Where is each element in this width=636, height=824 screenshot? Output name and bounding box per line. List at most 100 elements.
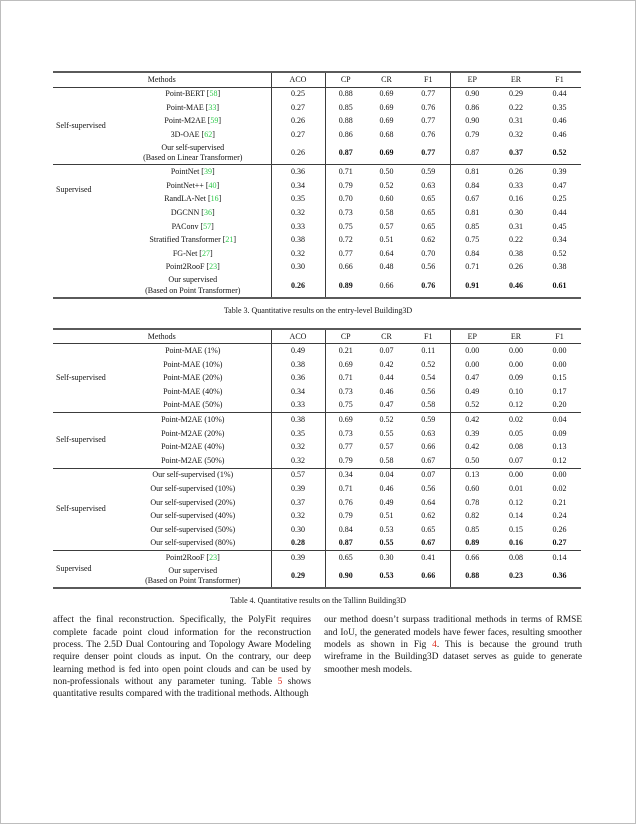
column-header: CR: [381, 332, 392, 342]
value-cell: 0.58: [379, 208, 394, 218]
column-header: F1: [555, 332, 564, 342]
column-header: EP: [449, 72, 494, 87]
value-cell: 0.38: [270, 357, 325, 372]
value-cell: 0.46: [552, 130, 567, 140]
value-cell: 0.32: [509, 130, 523, 140]
value-cell: 0.61: [552, 280, 567, 290]
body-column-left: affect the final reconstruction. Specifi…: [53, 614, 311, 700]
value-cell: 0.56: [421, 484, 436, 494]
value-cell: 0.77: [324, 440, 366, 455]
value-cell: 0.65: [421, 208, 436, 218]
citation-link[interactable]: 33: [208, 102, 217, 112]
table-row: Our self-supervised (Based on Linear Tran…: [53, 141, 581, 165]
value-cell: 0.86: [449, 101, 494, 115]
citation-link[interactable]: 21: [225, 235, 234, 245]
value-cell: 0.65: [324, 550, 366, 565]
value-cell: 0.46: [379, 484, 394, 494]
citation-link[interactable]: 23: [209, 553, 218, 563]
value-cell: 0.85: [449, 219, 494, 234]
method-cell: Stratified Transformer [21]: [149, 235, 237, 245]
value-cell: 0.44: [552, 89, 567, 99]
value-cell: 0.30: [379, 553, 394, 563]
value-cell: 0.12: [509, 497, 523, 507]
column-header: ER: [510, 332, 522, 342]
table-row: PAConv [57] 0.33 0.75 0.57 0.65 0.85 0.31 0.45: [53, 219, 581, 234]
table-row: Point-MAE (50%) 0.33 0.75 0.47 0.58 0.52 0.12 0…: [53, 398, 581, 413]
value-cell: 0.87: [324, 536, 366, 551]
method-cell: Our self-supervised (80%): [150, 538, 236, 548]
value-cell: 0.69: [324, 357, 366, 372]
method-cell: Point-M2AE (20%): [161, 428, 225, 438]
value-cell: 0.26: [509, 262, 523, 272]
value-cell: 0.90: [449, 114, 494, 129]
value-cell: 0.35: [270, 426, 325, 441]
method-cell: Our self-supervised (40%): [150, 511, 236, 521]
citation-link[interactable]: 36: [203, 208, 212, 218]
value-cell: 0.32: [270, 454, 325, 469]
value-cell: 0.60: [449, 482, 494, 496]
value-cell: 0.89: [449, 536, 494, 551]
method-cell: Point-MAE [33]: [166, 102, 220, 112]
value-cell: 0.26: [270, 114, 325, 129]
citation-link[interactable]: 57: [203, 221, 212, 231]
value-cell: 0.36: [270, 164, 325, 180]
table-row: Self-supervised Point-MAE (1%) 0.49 0.21 0.0…: [53, 343, 581, 382]
value-cell: 0.77: [421, 89, 436, 99]
table-row: Supervised Point2RooF [23] 0.39 0.65 0.30 0.4…: [53, 550, 581, 573]
value-cell: 0.35: [270, 192, 325, 207]
table-row: Our self-supervised (80%) 0.28 0.87 0.55 0.6…: [53, 536, 581, 551]
citation-link[interactable]: 23: [209, 262, 218, 272]
method-cell: Point-MAE (40%): [163, 386, 223, 396]
method-cell: DGCNN [36]: [170, 208, 215, 218]
method-cell: Our self-supervised (50%): [150, 524, 236, 534]
citation-link[interactable]: 16: [210, 194, 219, 204]
value-cell: 0.02: [509, 415, 523, 425]
value-cell: 0.76: [421, 280, 436, 290]
results-table-3: Methods ACO CP CR F1 EP ER F1 Self-supervised Poi…: [53, 71, 581, 299]
value-cell: 0.10: [509, 386, 523, 396]
value-cell: 0.79: [324, 454, 366, 469]
value-cell: 0.69: [379, 102, 394, 112]
value-cell: 0.00: [509, 470, 523, 480]
value-cell: 0.21: [324, 343, 366, 358]
value-cell: 0.56: [421, 386, 436, 396]
cross-ref-link[interactable]: 5: [277, 676, 283, 687]
value-cell: 0.33: [270, 219, 325, 234]
value-cell: 0.84: [449, 247, 494, 261]
value-cell: 0.20: [552, 400, 567, 410]
results-table-4: Methods ACO CP CR F1 EP ER F1 Self-supervised Poi…: [53, 327, 581, 590]
value-cell: 0.87: [324, 141, 366, 165]
citation-link[interactable]: 27: [201, 248, 210, 258]
value-cell: 0.50: [449, 454, 494, 469]
table-row: Self-supervised Our self-supervised (1%) 0…: [53, 468, 581, 513]
value-cell: 0.00: [552, 346, 567, 356]
value-cell: 0.08: [509, 442, 523, 452]
value-cell: 0.57: [270, 468, 325, 483]
citation-link[interactable]: 62: [204, 130, 213, 140]
method-cell: 3D-OAE [62]: [170, 130, 215, 140]
value-cell: 0.76: [421, 102, 436, 112]
value-cell: 0.36: [270, 371, 325, 386]
cross-ref-link[interactable]: 4: [432, 640, 437, 650]
table-3-caption: Table 3. Quantitative results on the ent…: [223, 305, 413, 315]
value-cell: 0.32: [270, 440, 325, 455]
value-cell: 0.79: [449, 128, 494, 142]
value-cell: 0.28: [270, 536, 325, 551]
value-cell: 0.65: [421, 524, 436, 534]
value-cell: 0.30: [270, 260, 325, 275]
citation-link[interactable]: 58: [209, 89, 218, 99]
citation-link[interactable]: 59: [210, 116, 219, 126]
value-cell: 0.45: [552, 221, 567, 231]
citation-link[interactable]: 39: [203, 167, 212, 177]
table-row: Our supervised (Based on Point Transforme…: [53, 564, 581, 589]
group-label: Self-supervised: [56, 504, 106, 514]
value-cell: 0.39: [270, 550, 325, 565]
value-cell: 0.16: [509, 538, 523, 548]
value-cell: 0.29: [509, 89, 523, 99]
value-cell: 0.75: [324, 398, 366, 413]
citation-link[interactable]: 40: [208, 180, 217, 190]
value-cell: 0.33: [509, 180, 523, 190]
table-row: Point-MAE (20%) 0.36 0.71 0.44 0.54 0.47 0.09 0…: [53, 371, 581, 386]
value-cell: 0.39: [552, 167, 567, 177]
value-cell: 0.54: [421, 373, 436, 383]
